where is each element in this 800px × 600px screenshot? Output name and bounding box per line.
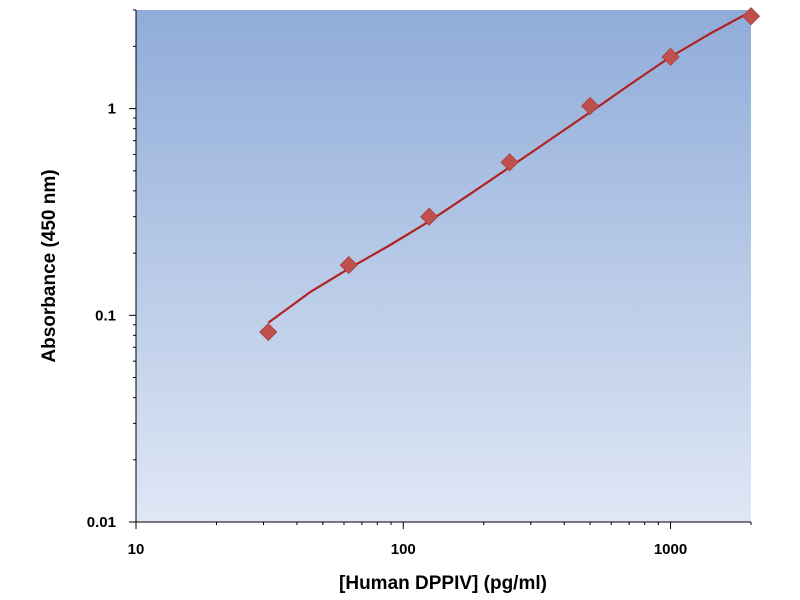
data-point — [420, 207, 439, 226]
y-tick-label: 0.01 — [87, 514, 116, 531]
plot-area — [136, 10, 751, 522]
data-point — [581, 96, 600, 116]
data-point — [339, 256, 358, 275]
x-tick-label: 100 — [391, 541, 416, 558]
tick-labels-layer: 10 100 1000 0.01 0.1 1 — [87, 101, 687, 558]
data-point — [661, 47, 680, 66]
y-axis-title: Absorbance (450 nm) — [39, 169, 60, 362]
x-tick-label: 10 — [128, 541, 145, 558]
data-point — [259, 322, 278, 342]
data-point — [500, 153, 519, 172]
data-point — [741, 7, 761, 26]
axes-layer — [129, 9, 752, 529]
x-tick-label: 1000 — [654, 541, 687, 558]
markers-layer — [259, 7, 761, 342]
y-tick-label: 1 — [108, 101, 116, 118]
y-tick-label: 0.1 — [95, 307, 116, 324]
x-axis-title: [Human DPPIV] (pg/ml) — [339, 573, 547, 594]
